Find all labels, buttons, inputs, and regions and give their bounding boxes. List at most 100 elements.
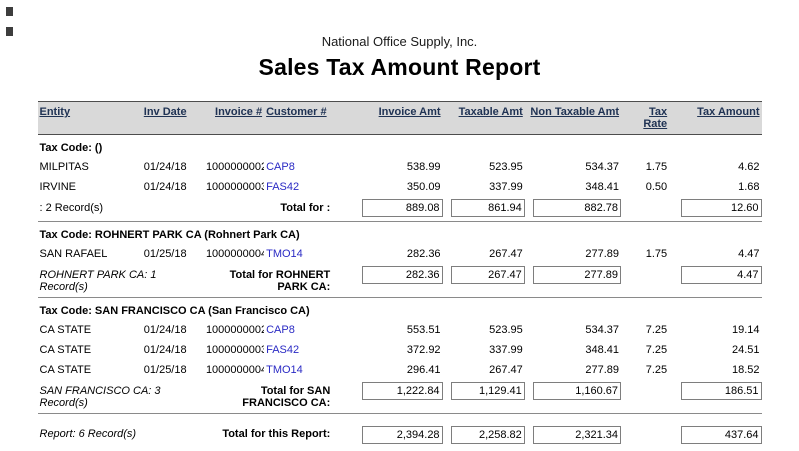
cell-non-taxable-amt: 348.41: [585, 344, 620, 356]
corner-mark: [6, 27, 13, 36]
cell-taxable-amt: 523.95: [489, 161, 523, 173]
tax-code-label: Tax Code: ROHNERT PARK CA (Rohnert Park …: [39, 229, 300, 241]
cell-tax-amount: 24.51: [731, 344, 760, 356]
group-total-non-taxable-amt: 277.89: [524, 264, 622, 298]
company-name: National Office Supply, Inc.: [321, 34, 478, 49]
corner-mark: [6, 7, 13, 16]
cell-tax-amount: 19.14: [731, 324, 760, 336]
customer-link[interactable]: TMO14: [266, 248, 303, 260]
col-header-entity: Entity: [37, 101, 142, 135]
cell-tax-amount: 4.47: [738, 248, 760, 260]
cell-tax-rate: 1.75: [645, 248, 668, 260]
col-header-tax-amount: Tax Amount: [669, 101, 762, 135]
table-row: CA STATE 01/24/18 1000000003 FAS42 372.9…: [38, 340, 762, 360]
col-header-inv-date: Inv Date: [141, 101, 204, 135]
table-row: SAN RAFAEL 01/25/18 1000000004 TMO14 282…: [38, 244, 762, 264]
group-total-invoice-amt: 282.36: [336, 264, 443, 298]
cell-inv-date: 01/24/18: [143, 344, 187, 356]
cell-invoice-amt: 372.92: [406, 344, 441, 356]
group-total-tax-amount: 12.60: [669, 197, 762, 222]
sales-tax-table: Entity Inv Date Invoice # Customer # Inv…: [37, 101, 762, 449]
group-total-tax-rate-empty: [621, 197, 670, 222]
cell-tax-amount: 4.62: [738, 161, 760, 173]
cell-customer-num: CAP8: [264, 157, 336, 177]
customer-link[interactable]: CAP8: [266, 324, 295, 336]
report-total-non-taxable-amt: 2,321.34: [525, 414, 622, 449]
cell-inv-date: 01/24/18: [143, 324, 187, 336]
group-summary-row: ROHNERT PARK CA: 1 Record(s) Total for R…: [37, 264, 762, 298]
group-header: Tax Code: ROHNERT PARK CA (Rohnert Park …: [38, 222, 762, 245]
report-total-invoice-amt: 2,394.28: [336, 414, 443, 449]
group-total-tax-amount: 186.51: [669, 380, 762, 414]
customer-link[interactable]: FAS42: [266, 181, 300, 193]
cell-invoice-num: 1000000002: [205, 161, 265, 173]
cell-entity: MILPITAS: [39, 161, 89, 173]
group-total-non-taxable-amt: 882.78: [524, 197, 622, 222]
cell-non-taxable-amt: 534.37: [585, 161, 620, 173]
group-total-label: Total for :: [203, 197, 337, 222]
group-total-tax-rate-empty: [621, 380, 670, 414]
report-total-label: Total for this Report:: [222, 428, 331, 440]
col-header-non-taxable-amt: Non Taxable Amt: [524, 101, 622, 135]
cell-tax-amount: 18.52: [731, 364, 760, 376]
customer-link[interactable]: CAP8: [266, 161, 295, 173]
group-total-taxable-amt: 267.47: [442, 264, 525, 298]
table-row: CA STATE 01/24/18 1000000002 CAP8 553.51…: [38, 320, 762, 340]
cell-invoice-amt: 296.41: [406, 364, 441, 376]
report-record-count: Report: 6 Record(s): [39, 428, 137, 440]
tax-code-label: Tax Code: (): [39, 142, 103, 154]
cell-taxable-amt: 267.47: [489, 364, 523, 376]
group-total-taxable-amt: 861.94: [442, 197, 525, 222]
cell-taxable-amt: 267.47: [489, 248, 523, 260]
cell-entity: CA STATE: [39, 324, 92, 336]
col-header-customer-num: Customer #: [264, 101, 337, 135]
cell-entity: CA STATE: [39, 344, 92, 356]
cell-inv-date: 01/24/18: [143, 161, 187, 173]
group-total-invoice-amt: 889.08: [336, 197, 443, 222]
cell-tax-rate: 7.25: [645, 344, 668, 356]
page-title: Sales Tax Amount Report: [258, 54, 541, 80]
cell-taxable-amt: 337.99: [489, 344, 523, 356]
cell-invoice-amt: 282.36: [406, 248, 441, 260]
col-header-invoice-num: Invoice #: [203, 101, 265, 135]
cell-invoice-amt: 553.51: [406, 324, 441, 336]
tax-code-label: Tax Code: SAN FRANCISCO CA (San Francisc…: [39, 305, 310, 317]
cell-customer-num: FAS42: [264, 177, 336, 197]
cell-taxable-amt: 337.99: [489, 181, 523, 193]
cell-tax-rate: 7.25: [645, 324, 668, 336]
cell-invoice-num: 1000000004: [205, 248, 265, 260]
group-total-label: Total for ROHNERT PARK CA:: [203, 264, 337, 298]
group-total-non-taxable-amt: 1,160.67: [524, 380, 622, 414]
table-row: CA STATE 01/25/18 1000000004 TMO14 296.4…: [38, 360, 762, 380]
report-total-tax-amount: 437.64: [669, 414, 762, 449]
cell-customer-num: CAP8: [264, 320, 336, 340]
cell-tax-amount: 1.68: [738, 181, 760, 193]
group-total-tax-amount: 4.47: [669, 264, 762, 298]
cell-entity: SAN RAFAEL: [39, 248, 108, 260]
report-total-taxable-amt: 2,258.82: [443, 414, 525, 449]
cell-invoice-amt: 538.99: [406, 161, 441, 173]
group-total-tax-rate-empty: [621, 264, 670, 298]
group-record-count: : 2 Record(s): [37, 197, 204, 222]
cell-non-taxable-amt: 277.89: [585, 364, 620, 376]
col-header-invoice-amt: Invoice Amt: [336, 101, 443, 135]
cell-invoice-num: 1000000004: [205, 364, 265, 376]
cell-non-taxable-amt: 277.89: [585, 248, 620, 260]
col-header-tax-rate: Tax Rate: [621, 101, 670, 135]
customer-link[interactable]: TMO14: [266, 364, 303, 376]
report-total-tax-rate-empty: [621, 414, 669, 449]
group-total-taxable-amt: 1,129.41: [442, 380, 525, 414]
cell-tax-rate: 0.50: [645, 181, 668, 193]
customer-link[interactable]: FAS42: [266, 344, 300, 356]
cell-taxable-amt: 523.95: [489, 324, 523, 336]
group-summary-row: SAN FRANCISCO CA: 3 Record(s) Total for …: [37, 380, 762, 414]
group-header: Tax Code: (): [38, 135, 762, 158]
cell-inv-date: 01/25/18: [143, 248, 187, 260]
group-record-count: ROHNERT PARK CA: 1 Record(s): [37, 264, 204, 298]
cell-tax-rate: 1.75: [645, 161, 668, 173]
group-summary-row: : 2 Record(s) Total for : 889.08 861.94 …: [37, 197, 762, 222]
col-header-taxable-amt: Taxable Amt: [442, 101, 525, 135]
group-header: Tax Code: SAN FRANCISCO CA (San Francisc…: [38, 298, 762, 321]
group-total-invoice-amt: 1,222.84: [336, 380, 443, 414]
